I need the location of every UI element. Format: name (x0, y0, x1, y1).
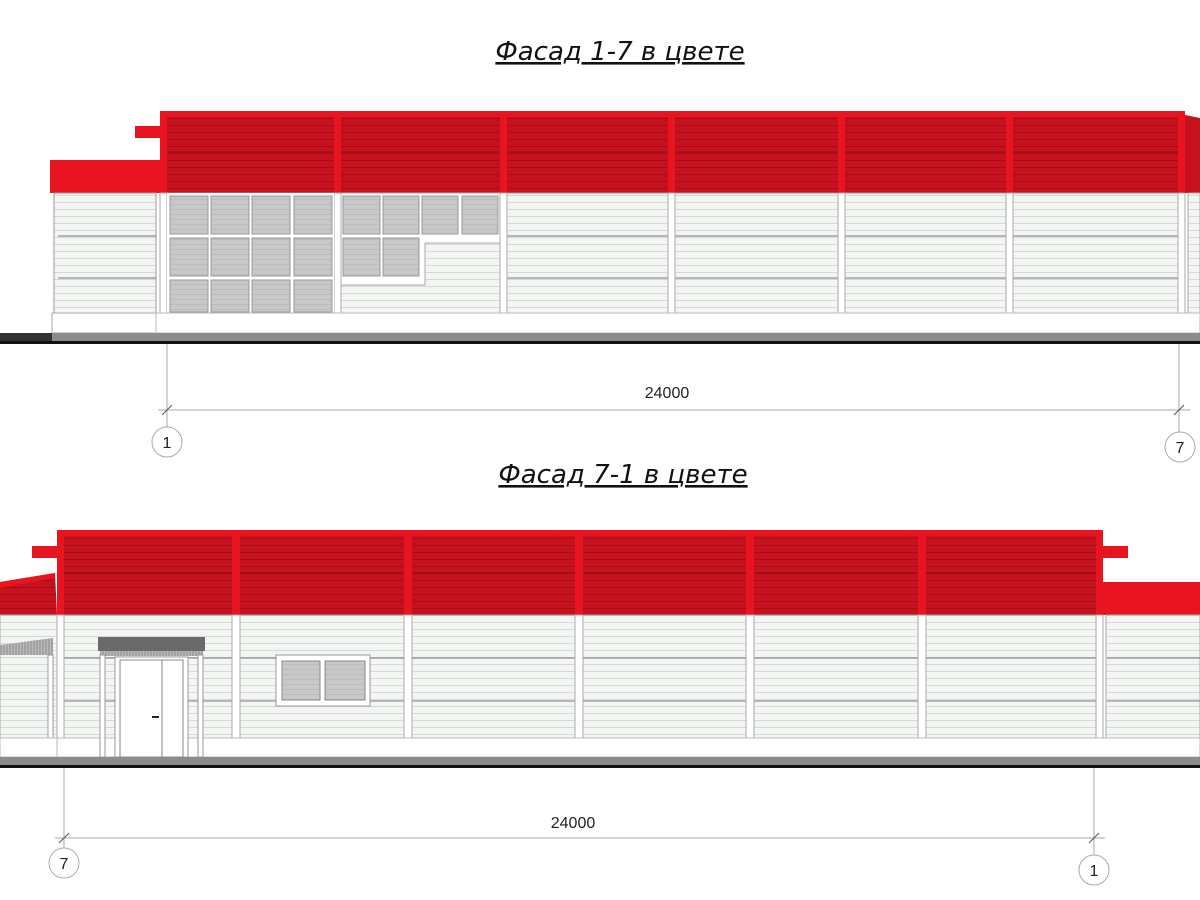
facade-title: Фасад 7-1 в цвете (498, 460, 747, 490)
side-canopy (0, 638, 53, 655)
axis-marker (1078, 854, 1110, 886)
facade-title: Фасад 1-7 в цвете (495, 37, 744, 67)
axis-marker (1164, 431, 1196, 463)
annex-fascia (50, 160, 162, 193)
entrance-door (119, 659, 184, 758)
plinth-band (0, 757, 1200, 765)
plinth-band (52, 333, 1200, 341)
facade-7-1: 24000 7 1 (0, 530, 1200, 886)
annex-fascia (1103, 582, 1200, 615)
dimension-label: 24000 (645, 385, 690, 402)
ground-line (0, 341, 1200, 344)
annex-wall (53, 192, 157, 314)
axis-label: 1 (163, 435, 172, 452)
ground-line (0, 765, 1200, 768)
axis-label: 7 (60, 856, 69, 873)
axis-marker (151, 426, 183, 458)
door-canopy (98, 637, 205, 651)
roof-stub (135, 126, 162, 138)
axis-label: 7 (1176, 440, 1185, 457)
storefront-window (340, 192, 501, 286)
dimension-label: 24000 (551, 815, 596, 832)
roof-stub (32, 546, 57, 558)
facade-1-7: 24000 1 7 (0, 111, 1200, 463)
axis-label: 1 (1090, 863, 1099, 880)
roof-stub (1103, 546, 1128, 558)
axis-marker (48, 847, 80, 879)
